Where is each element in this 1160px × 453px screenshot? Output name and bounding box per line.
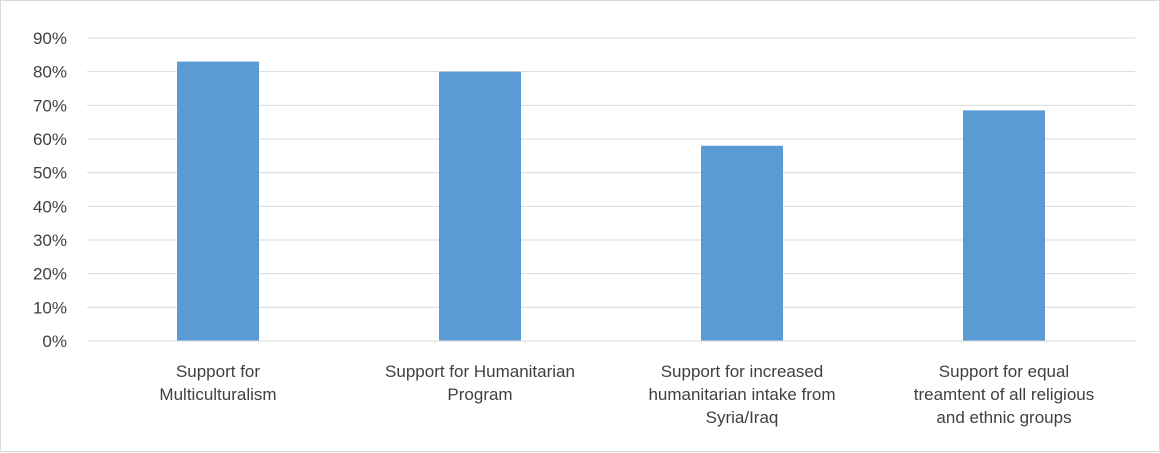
y-tick-label-40: 40%	[33, 197, 67, 216]
y-tick-label-60: 60%	[33, 130, 67, 149]
y-axis-ticks: 0% 10% 20% 30% 40% 50% 60% 70% 80% 90%	[33, 29, 67, 351]
y-tick-label-20: 20%	[33, 265, 67, 284]
category-label-2: Support for Humanitarian Program	[385, 362, 575, 404]
bar-2	[439, 71, 521, 342]
y-tick-label-50: 50%	[33, 164, 67, 183]
bar-4	[963, 110, 1045, 341]
y-tick-label-90: 90%	[33, 29, 67, 48]
y-tick-label-70: 70%	[33, 96, 67, 115]
category-label-1: Support for Multiculturalism	[159, 362, 276, 404]
category-label-line: Support for	[176, 362, 260, 381]
bar-1	[177, 61, 259, 342]
gridlines	[87, 37, 1135, 308]
x-axis-categories: Support for Multiculturalism Support for H…	[159, 362, 1094, 427]
category-label-line: treamtent of all religious	[914, 385, 1094, 404]
y-tick-label-80: 80%	[33, 63, 67, 82]
category-label-line: and ethnic groups	[936, 408, 1071, 427]
category-label-line: Support for equal	[939, 362, 1069, 381]
category-label-3: Support for increased humanitarian intake…	[648, 362, 835, 427]
y-tick-label-10: 10%	[33, 298, 67, 317]
category-label-line: humanitarian intake from	[648, 385, 835, 404]
y-tick-label-0: 0%	[42, 332, 67, 351]
bars	[177, 61, 1045, 342]
category-label-line: Support for Humanitarian	[385, 362, 575, 381]
category-label-line: Program	[447, 385, 512, 404]
y-tick-label-30: 30%	[33, 231, 67, 250]
category-label-line: Support for increased	[661, 362, 824, 381]
category-label-line: Syria/Iraq	[706, 408, 779, 427]
category-label-line: Multiculturalism	[159, 385, 276, 404]
bar-3	[701, 145, 783, 341]
category-label-4: Support for equal treamtent of all religi…	[914, 362, 1094, 427]
